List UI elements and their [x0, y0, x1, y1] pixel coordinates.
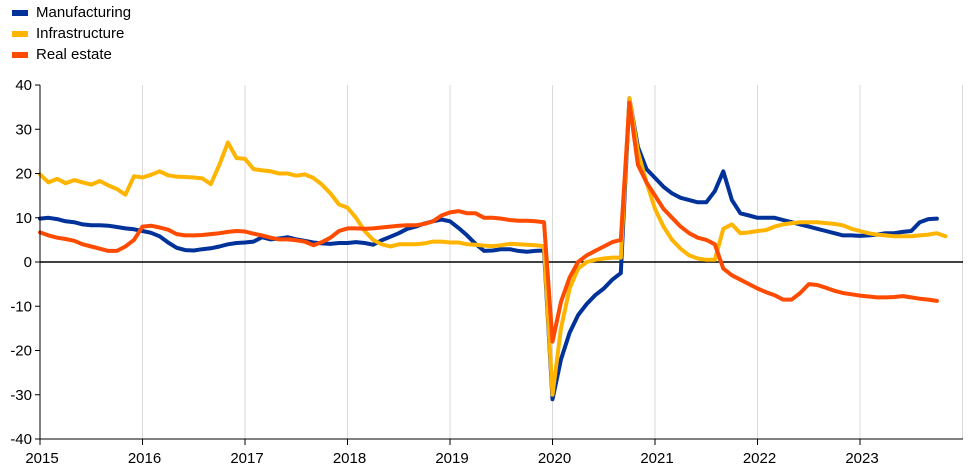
series-line-infrastructure [38, 96, 948, 397]
y-tick-label: 20 [15, 166, 32, 183]
y-tick-label: -10 [10, 298, 32, 315]
x-tick-label: 2017 [230, 450, 263, 467]
series-line-real-estate [38, 100, 939, 344]
y-tick-label: -30 [10, 387, 32, 404]
legend-label-manufacturing: Manufacturing [36, 4, 132, 21]
x-tick-label: 2020 [538, 450, 571, 467]
legend-item-manufacturing: Manufacturing [12, 2, 131, 23]
x-tick-label: 2023 [845, 450, 878, 467]
legend: Manufacturing Infrastructure Real estate [12, 2, 131, 65]
legend-swatch-infrastructure [12, 30, 28, 37]
x-axis-ticks: 2015 2016 2017 2018 2019 2020 2021 2022 2023 [25, 439, 879, 467]
series-line-manufacturing [38, 96, 939, 402]
y-tick-label: -20 [10, 343, 32, 360]
x-tick-label: 2022 [743, 450, 776, 467]
x-tick-label: 2015 [25, 450, 58, 467]
y-tick-label: 30 [15, 121, 32, 138]
series-lines [38, 96, 948, 402]
legend-item-infrastructure: Infrastructure [12, 23, 131, 44]
y-tick-label: 10 [15, 210, 32, 227]
legend-label-infrastructure: Infrastructure [36, 25, 125, 42]
y-axis-ticks: 40 30 20 10 0 -10 -20 -30 -40 [10, 77, 40, 448]
legend-swatch-manufacturing [12, 9, 28, 16]
x-tick-label: 2016 [128, 450, 161, 467]
x-tick-label: 2019 [435, 450, 468, 467]
legend-label-real-estate: Real estate [36, 46, 112, 63]
x-tick-label: 2018 [333, 450, 366, 467]
y-tick-label: 40 [15, 77, 32, 94]
legend-item-real-estate: Real estate [12, 44, 131, 65]
legend-swatch-real-estate [12, 51, 28, 58]
x-tick-label: 2021 [640, 450, 673, 467]
y-tick-label: 0 [24, 254, 32, 271]
y-tick-label: -40 [10, 431, 32, 448]
